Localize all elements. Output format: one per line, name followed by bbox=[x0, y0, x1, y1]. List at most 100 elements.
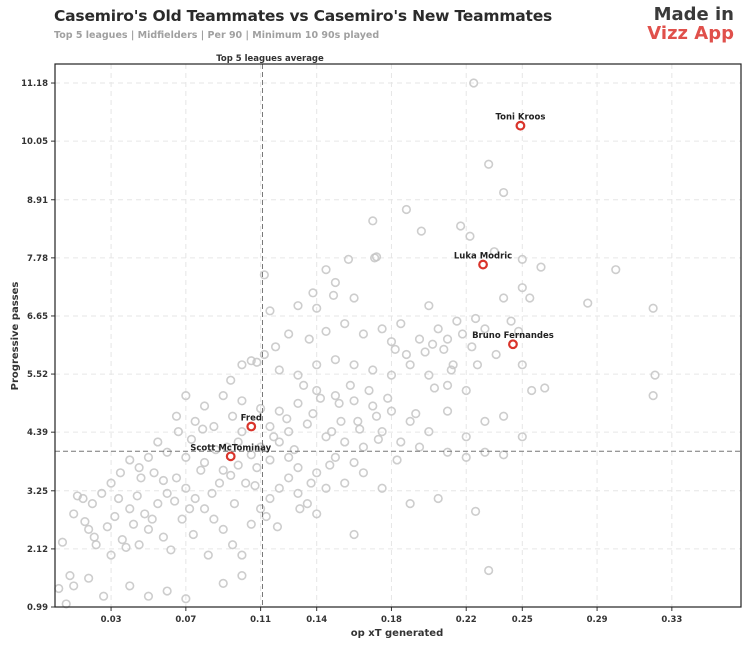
data-point bbox=[371, 411, 382, 421]
data-point bbox=[349, 396, 359, 406]
data-point bbox=[188, 529, 198, 540]
data-point bbox=[181, 391, 191, 401]
data-point bbox=[349, 360, 359, 370]
data-point bbox=[125, 581, 135, 591]
data-point bbox=[401, 349, 412, 360]
data-point bbox=[480, 447, 490, 457]
data-point bbox=[259, 349, 269, 360]
data-point bbox=[237, 360, 247, 370]
data-point bbox=[198, 424, 208, 434]
data-point bbox=[358, 329, 369, 339]
data-point bbox=[252, 357, 262, 367]
data-point bbox=[321, 326, 331, 336]
average-line-label: Top 5 leagues average bbox=[216, 54, 324, 64]
data-point bbox=[308, 288, 318, 298]
data-point bbox=[401, 204, 412, 215]
data-point bbox=[405, 416, 415, 426]
x-tick-label: 0.22 bbox=[456, 615, 477, 625]
data-point bbox=[259, 270, 269, 280]
data-point bbox=[424, 370, 434, 380]
data-point bbox=[472, 360, 483, 370]
data-point bbox=[469, 78, 479, 88]
data-point bbox=[246, 519, 256, 529]
data-point bbox=[340, 319, 350, 329]
data-point bbox=[302, 499, 312, 509]
data-point bbox=[364, 385, 374, 396]
data-point bbox=[334, 398, 344, 408]
data-point bbox=[321, 432, 331, 442]
data-point bbox=[439, 344, 449, 354]
data-point bbox=[289, 445, 299, 455]
data-point bbox=[227, 411, 238, 421]
data-point bbox=[308, 409, 318, 419]
data-point bbox=[110, 511, 120, 522]
data-point bbox=[442, 380, 453, 390]
data-point bbox=[420, 347, 430, 357]
data-point bbox=[491, 349, 501, 360]
data-point bbox=[424, 427, 434, 437]
data-point bbox=[648, 391, 658, 401]
data-point bbox=[158, 532, 169, 542]
data-point bbox=[91, 540, 101, 550]
data-point bbox=[396, 437, 406, 447]
x-tick-label: 0.33 bbox=[661, 615, 682, 625]
data-point bbox=[226, 375, 236, 385]
data-point bbox=[446, 365, 456, 375]
data-point bbox=[211, 445, 221, 455]
data-point bbox=[513, 326, 524, 336]
data-point bbox=[106, 478, 116, 488]
data-point bbox=[343, 254, 354, 264]
data-point bbox=[106, 550, 116, 560]
data-point bbox=[517, 254, 527, 264]
data-point bbox=[312, 509, 322, 519]
data-point bbox=[54, 583, 64, 594]
data-point bbox=[433, 493, 443, 504]
data-point bbox=[125, 504, 135, 514]
grid-lines bbox=[55, 64, 741, 608]
x-tick-label: 0.11 bbox=[250, 615, 271, 625]
data-point bbox=[199, 504, 210, 514]
y-tick-label: 5.52 bbox=[27, 370, 48, 380]
data-point bbox=[517, 432, 527, 442]
data-point bbox=[237, 427, 247, 437]
point-label: Scott McTominay bbox=[190, 443, 271, 453]
data-point bbox=[349, 293, 359, 303]
data-point bbox=[295, 504, 305, 514]
data-point bbox=[196, 465, 206, 475]
x-tick-label: 0.25 bbox=[512, 615, 533, 625]
data-point bbox=[506, 316, 516, 326]
data-point bbox=[327, 427, 337, 437]
data-point bbox=[98, 591, 109, 601]
data-point bbox=[61, 599, 71, 609]
highlighted-point bbox=[478, 259, 488, 270]
data-point bbox=[396, 319, 406, 329]
data-point bbox=[330, 452, 340, 462]
data-point bbox=[373, 434, 383, 444]
x-tick-label: 0.29 bbox=[587, 615, 608, 625]
point-label: Fred bbox=[241, 414, 262, 424]
brand-logo: Made in Vizz App bbox=[647, 5, 734, 43]
data-point bbox=[132, 491, 142, 501]
data-point bbox=[386, 337, 397, 347]
data-point bbox=[427, 339, 438, 349]
data-point bbox=[69, 509, 79, 519]
data-point bbox=[525, 293, 535, 303]
data-point bbox=[377, 427, 387, 437]
x-tick-label: 0.18 bbox=[381, 615, 402, 625]
data-point bbox=[65, 571, 75, 581]
x-axis-label: op xT generated bbox=[351, 628, 444, 639]
data-point bbox=[166, 545, 176, 555]
data-point bbox=[186, 434, 197, 444]
data-point bbox=[414, 442, 425, 452]
data-point bbox=[284, 473, 294, 483]
data-point bbox=[358, 468, 369, 478]
data-point bbox=[218, 578, 228, 588]
data-point bbox=[115, 468, 126, 478]
data-point bbox=[162, 447, 172, 457]
data-point bbox=[405, 360, 415, 370]
data-point bbox=[252, 463, 262, 473]
y-tick-label: 0.99 bbox=[27, 603, 48, 613]
data-point bbox=[442, 447, 453, 457]
data-point bbox=[218, 465, 228, 475]
